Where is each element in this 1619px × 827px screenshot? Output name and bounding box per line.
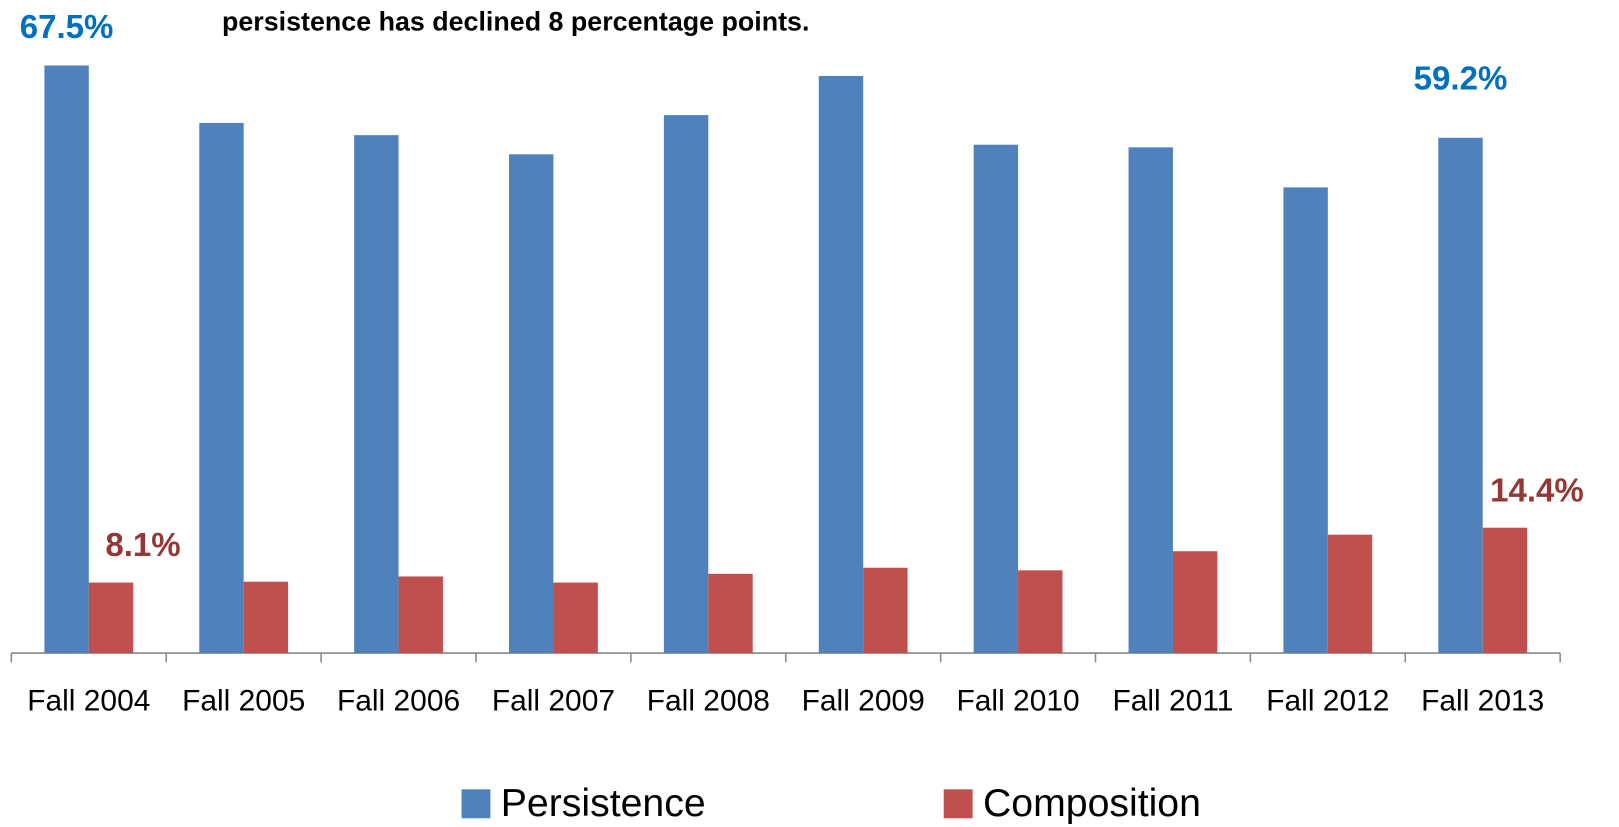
bar xyxy=(1172,551,1218,654)
x-tick-label: Fall 2006 xyxy=(337,685,460,718)
bar xyxy=(553,582,598,654)
bar xyxy=(243,581,289,654)
data-label: 14.4% xyxy=(1490,472,1584,509)
bar xyxy=(708,573,753,654)
data-label: 67.5% xyxy=(20,9,114,46)
bar xyxy=(199,122,244,654)
bar xyxy=(398,576,443,654)
bar xyxy=(1327,534,1373,654)
bar xyxy=(1283,187,1328,654)
bar xyxy=(973,144,1019,654)
bar xyxy=(663,115,709,654)
bar xyxy=(44,65,89,654)
bar xyxy=(1018,570,1063,654)
bar xyxy=(354,135,399,654)
x-tick-label: Fall 2008 xyxy=(647,685,770,718)
bar xyxy=(1482,527,1528,654)
data-label: 59.2% xyxy=(1414,61,1508,98)
x-tick-label: Fall 2009 xyxy=(802,685,925,718)
x-tick-label: Fall 2013 xyxy=(1421,685,1544,718)
bar xyxy=(818,75,864,654)
x-tick-label: Fall 2010 xyxy=(956,685,1079,718)
x-tick-label: Fall 2005 xyxy=(182,685,305,718)
bar xyxy=(1128,147,1173,654)
x-tick-label: Fall 2004 xyxy=(27,685,150,718)
legend-swatch xyxy=(943,789,973,819)
bar xyxy=(509,154,554,654)
legend-label: Persistence xyxy=(501,781,706,825)
data-label: 8.1% xyxy=(105,527,180,564)
x-tick-label: Fall 2007 xyxy=(492,685,615,718)
x-tick-label: Fall 2012 xyxy=(1266,685,1389,718)
legend-label: Composition xyxy=(983,781,1201,825)
x-tick-label: Fall 2011 xyxy=(1112,685,1233,718)
legend-swatch xyxy=(461,789,491,819)
bar xyxy=(1438,137,1483,654)
chart-title: persistence has declined 8 percentage po… xyxy=(222,6,809,36)
bar xyxy=(863,567,908,654)
bar xyxy=(88,582,134,654)
